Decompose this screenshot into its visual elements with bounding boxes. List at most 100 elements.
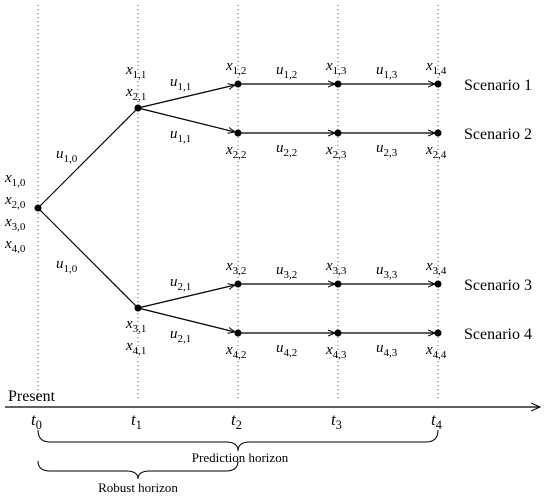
subscript: 3,1 [133, 323, 147, 335]
subscript: 4,2 [233, 349, 247, 361]
symbol: x [225, 342, 233, 358]
state-label: x4,0 [4, 236, 26, 255]
symbol: x [225, 142, 233, 158]
subscript: 2,3 [333, 149, 347, 161]
state-label: x1,1 [125, 62, 146, 81]
symbol: u [276, 140, 284, 156]
time-label: t3 [331, 410, 342, 432]
input-label: u4,2 [276, 340, 297, 359]
state-label: x3,0 [4, 214, 26, 233]
subscript: 3,0 [12, 221, 26, 233]
time-label: t2 [231, 410, 242, 432]
subscript: 2,3 [384, 147, 398, 159]
symbol: u [376, 262, 384, 278]
subscript: 3,2 [284, 269, 298, 281]
scenario-label: Scenario 1 [464, 77, 532, 94]
scenario-label: Scenario 2 [464, 126, 532, 143]
subscript: 2,0 [12, 199, 26, 211]
input-label: u2,1 [170, 274, 191, 293]
subscript: 2,1 [133, 91, 147, 103]
symbol: x [4, 170, 12, 186]
edges [37, 84, 435, 333]
nodes [34, 80, 442, 337]
subscript: 3 [336, 418, 342, 432]
state-label: x2,0 [4, 192, 26, 211]
subscript: 3,3 [384, 269, 398, 281]
subscript: 1 [136, 418, 142, 432]
subscript: 4,0 [12, 243, 26, 255]
symbol: x [325, 142, 333, 158]
subscript: 4,3 [333, 349, 347, 361]
input-label: u3,2 [276, 262, 297, 281]
state-label: x1,2 [225, 58, 246, 77]
state-label: x4,2 [225, 342, 246, 361]
state-label: x1,3 [325, 58, 347, 77]
state-label: x2,4 [425, 142, 447, 161]
subscript: 2,1 [178, 281, 192, 293]
state-label: x4,4 [425, 342, 447, 361]
input-label: u3,3 [376, 262, 398, 281]
state-label: x4,1 [125, 338, 146, 357]
input-label: u1,0 [56, 256, 78, 275]
symbol: t [231, 410, 237, 429]
symbol: u [56, 146, 64, 162]
subscript: 1,1 [133, 69, 147, 81]
subscript: 3,4 [433, 265, 447, 277]
input-label: u2,2 [276, 140, 297, 159]
present-label: Present [8, 388, 56, 405]
subscript: 1,3 [333, 65, 347, 77]
symbol: x [125, 84, 133, 100]
subscript: 2,2 [284, 147, 298, 159]
symbol: x [125, 62, 133, 78]
subscript: 1,1 [178, 81, 192, 93]
symbol: t [431, 410, 437, 429]
subscript: 1,2 [233, 65, 247, 77]
time-label: t1 [131, 410, 142, 432]
prediction-horizon-label: Prediction horizon [192, 450, 289, 465]
symbol: x [325, 58, 333, 74]
symbol: x [325, 342, 333, 358]
input-label: u2,3 [376, 140, 398, 159]
state-label: x2,2 [225, 142, 246, 161]
symbol: x [4, 214, 12, 230]
state-label: x3,3 [325, 258, 347, 277]
subscript: 3,3 [333, 265, 347, 277]
symbol: x [425, 258, 433, 274]
subscript: 2 [236, 418, 242, 432]
input-label: u1,2 [276, 62, 297, 81]
symbol: x [225, 58, 233, 74]
state-label: x1,0 [4, 170, 26, 189]
input-label: u1,3 [376, 62, 398, 81]
subscript: 3,2 [233, 265, 247, 277]
symbol: x [225, 258, 233, 274]
state-label: x3,4 [425, 258, 447, 277]
state-label: x2,1 [125, 84, 146, 103]
robust-horizon-label: Robust horizon [98, 480, 178, 495]
symbol: u [56, 256, 64, 272]
state-label: x3,1 [125, 316, 146, 335]
symbol: u [376, 140, 384, 156]
subscript: 1,2 [284, 69, 298, 81]
subscript: 2,4 [433, 149, 447, 161]
subscript: 2,2 [233, 149, 247, 161]
symbol: x [325, 258, 333, 274]
subscript: 4,4 [433, 349, 447, 361]
subscript: 4,2 [284, 347, 298, 359]
symbol: x [425, 58, 433, 74]
symbol: u [276, 340, 284, 356]
symbol: x [425, 342, 433, 358]
symbol: u [170, 274, 178, 290]
input-label: u1,1 [170, 126, 191, 145]
symbol: x [125, 338, 133, 354]
input-label: u4,3 [376, 340, 398, 359]
scenario-label: Scenario 3 [464, 277, 532, 294]
time-label: t0 [31, 410, 42, 432]
subscript: 1,0 [64, 153, 78, 165]
subscript: 1,4 [433, 65, 447, 77]
symbol: x [125, 316, 133, 332]
input-label: u1,0 [56, 146, 78, 165]
subscript: 4,1 [133, 345, 147, 357]
symbol: u [376, 340, 384, 356]
symbol: u [276, 62, 284, 78]
symbol: t [331, 410, 337, 429]
